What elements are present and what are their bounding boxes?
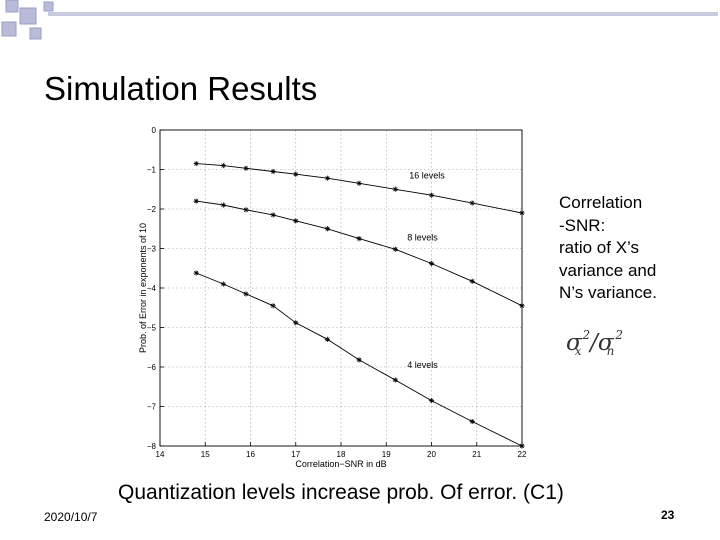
data-point	[469, 418, 475, 425]
data-point	[270, 212, 276, 218]
data-point	[428, 260, 435, 267]
decor-square	[1, 21, 17, 37]
slide-caption: Quantization levels increase prob. Of er…	[118, 481, 564, 504]
slide-title: Simulation Results	[44, 70, 318, 107]
data-point	[193, 270, 199, 276]
y-tick-label: −2	[147, 205, 157, 214]
data-point	[293, 320, 299, 326]
decor-square	[5, 0, 19, 13]
y-tick-label: −5	[147, 324, 157, 333]
data-point	[270, 303, 276, 309]
side-note-line-2: -SNR:	[559, 215, 606, 235]
chart-svg: 14 15 16 17 18 19 20 21 22 0 −1 −2 −3 −4 −5 −6 −7 −8 Corre…	[138, 126, 527, 469]
data-point	[469, 200, 475, 206]
series-annotation: 8 levels	[407, 232, 438, 242]
data-point	[293, 218, 299, 224]
data-point	[193, 198, 199, 204]
side-note-line-3: ratio of X’s	[559, 238, 640, 257]
series-annotation: 4 levels	[407, 360, 438, 370]
data-point	[293, 171, 299, 177]
x-tick-label: 17	[291, 450, 300, 459]
slide-date: 2020/10/7	[44, 510, 98, 524]
data-point	[270, 168, 276, 175]
x-tick-label: 19	[382, 450, 391, 459]
data-point	[469, 278, 475, 284]
data-point	[193, 160, 199, 167]
data-point	[356, 236, 362, 242]
data-point	[324, 336, 331, 342]
data-point	[519, 443, 525, 449]
error-probability-chart: 14 15 16 17 18 19 20 21 22 0 −1 −2 −3 −4 −5 −6 −7 −8 Corre…	[130, 122, 530, 472]
x-tick-label: 21	[472, 450, 481, 459]
data-point	[243, 165, 249, 171]
series-line	[196, 163, 523, 214]
decor-square	[19, 7, 37, 25]
x-tick-label: 15	[201, 450, 210, 459]
decor-top-rule	[48, 12, 718, 16]
y-tick-label: −7	[147, 403, 157, 412]
series-line	[196, 200, 523, 307]
data-point	[519, 303, 525, 309]
x-tick-label: 22	[518, 450, 527, 459]
data-point	[392, 186, 398, 192]
y-tick-label: −3	[147, 245, 157, 254]
side-note-line-4: variance and	[559, 260, 657, 280]
x-tick-label: 16	[246, 450, 255, 459]
data-point	[356, 357, 362, 363]
x-tick-label: 20	[427, 450, 436, 459]
data-point	[392, 246, 398, 252]
y-tick-label: 0	[152, 126, 157, 135]
page-number: 23	[661, 508, 675, 522]
data-point	[324, 175, 331, 181]
data-point	[243, 291, 249, 297]
x-tick-label: 18	[337, 450, 346, 459]
y-tick-label: −6	[147, 363, 157, 372]
data-point	[243, 207, 249, 213]
data-point	[392, 377, 398, 383]
data-point	[428, 192, 435, 198]
data-point	[356, 180, 362, 186]
y-tick-label: −8	[147, 442, 157, 451]
data-point	[519, 210, 525, 216]
data-point	[428, 397, 435, 404]
data-point	[324, 226, 331, 232]
x-tick-label: 14	[156, 450, 165, 459]
y-tick-label: −1	[147, 166, 157, 175]
y-tick-label: −4	[147, 284, 157, 293]
decor-square	[29, 27, 42, 40]
side-note-line-1: Correlation	[559, 193, 643, 212]
y-axis-label: Prob. of Error in exponents of 10	[138, 223, 148, 353]
variance-ratio-formula: σx2/σn2	[566, 328, 623, 358]
decor-square	[43, 1, 54, 12]
data-point	[220, 162, 226, 169]
series-annotation: 16 levels	[409, 170, 445, 180]
corner-decoration	[1, 0, 718, 40]
data-point	[220, 281, 226, 287]
side-note: Correlation -SNR: ratio of X’s variance …	[559, 192, 709, 305]
side-note-line-5: N’s variance.	[559, 283, 657, 302]
x-axis-label: Correlation−SNR in dB	[295, 459, 386, 469]
data-point	[220, 202, 226, 208]
